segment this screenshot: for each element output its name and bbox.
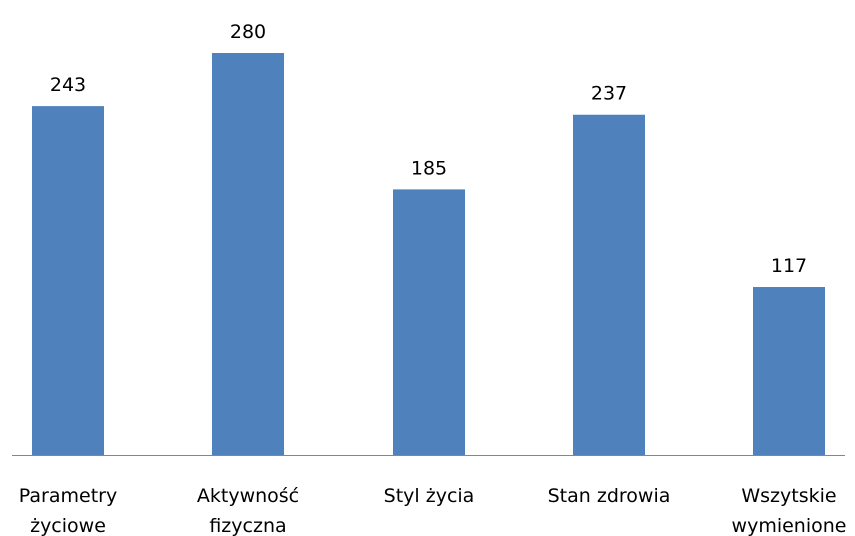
value-labels-group: 243 280 185 237 117 (50, 21, 807, 277)
category-label-0: Parametry życiowe (19, 485, 117, 536)
bar-3 (573, 114, 645, 455)
category-label-4: Wszytskie wymienione (732, 485, 847, 536)
data-label-3: 237 (591, 83, 627, 105)
category-label-0-line-1: życiowe (30, 515, 106, 536)
category-label-1: Aktywność fizyczna (197, 485, 299, 536)
data-label-4: 117 (771, 255, 807, 277)
category-label-2: Styl życia (384, 485, 475, 507)
bar-2 (393, 189, 465, 455)
bar-4 (753, 287, 825, 455)
category-label-4-line-1: wymienione (732, 515, 847, 536)
category-label-1-line-1: fizyczna (209, 515, 286, 536)
data-label-1: 280 (230, 21, 266, 43)
data-label-0: 243 (50, 74, 86, 96)
category-label-0-line-0: Parametry (19, 485, 117, 507)
bar-1 (212, 53, 284, 455)
bars-group (32, 53, 825, 455)
bar-0 (32, 106, 104, 455)
category-label-1-line-0: Aktywność (197, 485, 299, 507)
data-label-2: 185 (411, 157, 447, 179)
category-label-3: Stan zdrowia (548, 485, 671, 507)
category-label-2-line-0: Styl życia (384, 485, 475, 507)
category-labels-group: Parametry życiowe Aktywność fizyczna Styl ży… (19, 485, 847, 536)
category-label-3-line-0: Stan zdrowia (548, 485, 671, 507)
category-label-4-line-0: Wszytskie (741, 485, 836, 507)
